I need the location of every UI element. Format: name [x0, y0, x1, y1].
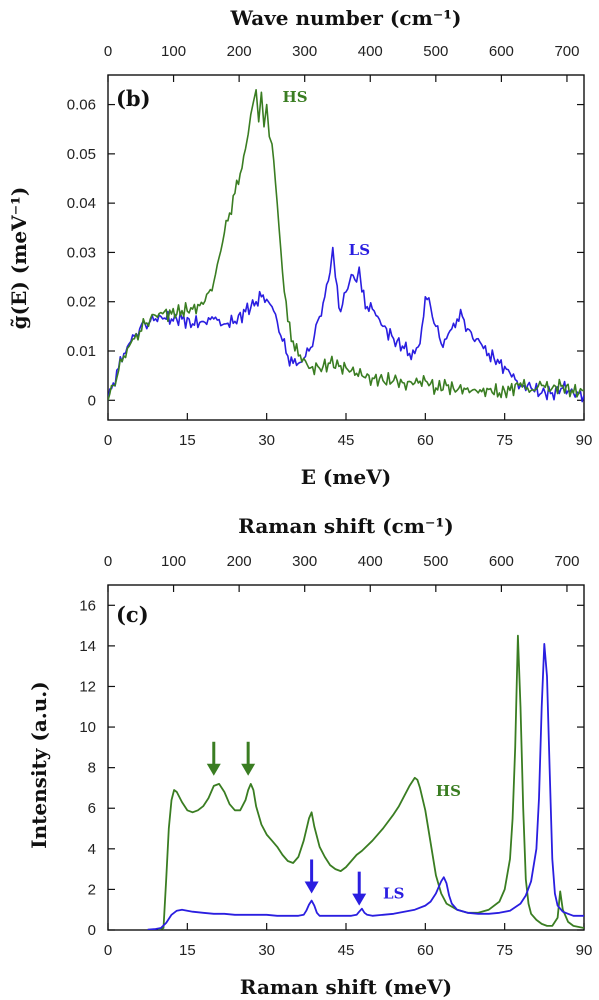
y-tick-label: 0.05	[67, 146, 96, 163]
arrow-head	[241, 763, 256, 776]
x-tick-label: 75	[496, 942, 513, 959]
top-tick-label: 500	[423, 43, 448, 60]
top-tick-label: 300	[292, 43, 317, 60]
x-tick-label: 30	[258, 942, 275, 959]
x-tick-label: 60	[417, 432, 434, 449]
top-tick-label: 600	[489, 553, 514, 570]
bottom-axis-ticks: 0 15 30 45 60 75 90	[104, 923, 593, 959]
top-tick-label: 200	[227, 43, 252, 60]
series-line-hs	[108, 89, 584, 401]
y-tick-label: 10	[79, 719, 96, 736]
plot-frame	[107, 584, 585, 931]
top-axis-title: Wave number (cm⁻¹)	[229, 6, 461, 30]
y-tick-label: 16	[79, 597, 96, 614]
x-tick-label: 90	[576, 942, 593, 959]
y-tick-label: 8	[88, 760, 96, 777]
dos-chart-panel: Wave number (cm⁻¹) 0 100 200 300 400 500 600 70…	[7, 6, 592, 489]
left-axis-ticks: 0 0.01 0.02 0.03 0.04 0.05 0.06	[67, 97, 584, 409]
top-tick-label: 500	[423, 553, 448, 570]
x-tick-label: 0	[104, 432, 112, 449]
x-tick-label: 75	[496, 432, 513, 449]
top-tick-label: 0	[104, 43, 112, 60]
bottom-axis-ticks: 0 15 30 45 60 75 90	[104, 413, 593, 449]
top-tick-label: 100	[161, 553, 186, 570]
x-tick-label: 30	[258, 432, 275, 449]
raman-chart-panel: Raman shift (cm⁻¹) 0 100 200 300 400 500 600 70…	[27, 514, 592, 999]
plot-area	[108, 89, 584, 403]
y-tick-label: 6	[88, 800, 96, 817]
top-tick-label: 300	[292, 553, 317, 570]
panel-label: (b)	[116, 86, 151, 111]
top-axis-ticks: 0 100 200 300 400 500 600 700	[104, 553, 579, 592]
x-axis-title: Raman shift (meV)	[240, 975, 452, 999]
series-line-ls	[108, 246, 584, 403]
top-tick-label: 700	[554, 43, 579, 60]
y-tick-label: 12	[79, 678, 96, 695]
x-axis-title: E (meV)	[301, 465, 392, 489]
x-tick-label: 0	[104, 942, 112, 959]
y-axis-title: g̃(E) (meV⁻¹)	[7, 187, 31, 330]
arrow-head	[304, 881, 319, 894]
top-tick-label: 600	[489, 43, 514, 60]
left-axis-ticks: 0 2 4 6 8 10 12 14 16	[79, 597, 584, 939]
arrow-head	[206, 763, 221, 776]
top-axis-title: Raman shift (cm⁻¹)	[238, 514, 453, 538]
y-axis-title: Intensity (a.u.)	[27, 681, 51, 848]
x-tick-label: 90	[576, 432, 593, 449]
x-tick-label: 15	[179, 942, 196, 959]
y-tick-label: 0.06	[67, 97, 96, 114]
top-tick-label: 400	[358, 43, 383, 60]
y-tick-label: 0.02	[67, 294, 96, 311]
x-tick-label: 60	[417, 942, 434, 959]
top-axis-ticks: 0 100 200 300 400 500 600 700	[104, 43, 579, 82]
y-tick-label: 2	[88, 881, 96, 898]
top-tick-label: 400	[358, 553, 383, 570]
series-label-hs: HS	[436, 782, 461, 800]
top-tick-label: 200	[227, 553, 252, 570]
y-tick-label: 14	[79, 638, 96, 655]
top-tick-label: 700	[554, 553, 579, 570]
plot-area	[147, 634, 584, 930]
y-tick-label: 0	[88, 922, 96, 939]
arrow-head	[352, 893, 367, 906]
x-tick-label: 45	[338, 942, 355, 959]
series-label-ls: LS	[349, 241, 370, 259]
top-tick-label: 0	[104, 553, 112, 570]
series-label-ls: LS	[383, 885, 404, 903]
y-tick-label: 0.03	[67, 244, 96, 261]
series-line-hs	[157, 634, 584, 930]
panel-label: (c)	[116, 602, 149, 627]
x-tick-label: 45	[338, 432, 355, 449]
y-tick-label: 0	[88, 392, 96, 409]
x-tick-label: 15	[179, 432, 196, 449]
series-label-hs: HS	[283, 88, 308, 106]
series-line-ls	[147, 643, 584, 930]
y-tick-label: 0.04	[67, 195, 96, 212]
y-tick-label: 0.01	[67, 343, 96, 360]
y-tick-label: 4	[88, 841, 96, 858]
top-tick-label: 100	[161, 43, 186, 60]
